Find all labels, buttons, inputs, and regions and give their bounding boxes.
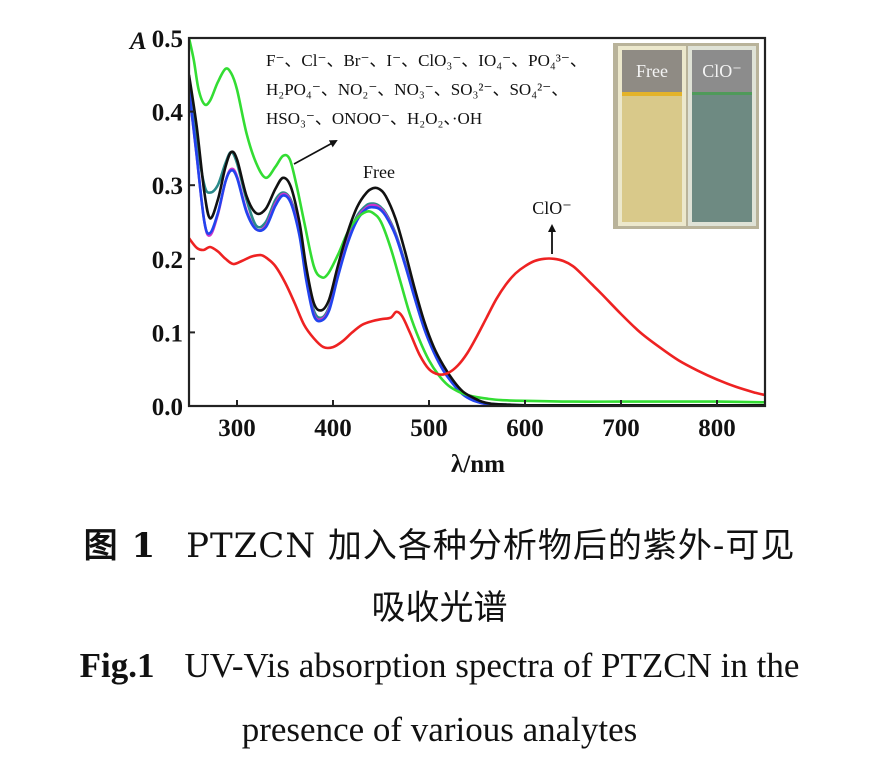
vial-clo-liquid [692, 92, 752, 222]
x-tick-label: 300 [218, 415, 256, 442]
analyte-list-line-2: H₂PO₄⁻、NO₂⁻、NO₃⁻、SO₃²⁻、SO₄²⁻、 [266, 80, 568, 99]
x-tick-label: 600 [506, 415, 544, 442]
free-label: Free [363, 162, 395, 182]
series-line-free [189, 74, 765, 406]
vial-clo-meniscus [692, 92, 752, 95]
series-group [189, 38, 765, 406]
caption-cn-fig-label: 图 1 [83, 526, 157, 566]
y-tick-label: 0.2 [152, 247, 183, 274]
y-axis-title: A [128, 28, 147, 55]
analyte-list-line-3: HSO₃⁻、ONOO⁻、H₂O₂、·OH [266, 109, 482, 128]
series-line-clo [189, 237, 765, 397]
vial-free-meniscus [622, 92, 682, 96]
vial-free-liquid [622, 92, 682, 222]
x-axis-title: λ/nm [451, 451, 505, 478]
y-tick-label: 0.3 [152, 173, 183, 200]
caption-cn-line-1: 图 1 PTZCN 加入各种分析物后的紫外-可见 [0, 518, 879, 567]
analyte-arrow [293, 140, 338, 165]
analyte-list-line-1: F⁻、Cl⁻、Br⁻、I⁻、ClO₃⁻、IO₄⁻、PO₄³⁻、 [266, 51, 587, 70]
x-tick-label: 500 [410, 415, 448, 442]
series-line-green-analyte [189, 38, 765, 404]
x-tick-label: 800 [698, 415, 736, 442]
y-tick-label: 0.5 [152, 26, 183, 53]
inset-label-free: Free [636, 61, 668, 81]
caption-en-fig-label: Fig.1 [79, 646, 155, 685]
x-tick-label: 700 [602, 415, 640, 442]
y-tick-label: 0.0 [152, 394, 183, 421]
caption-cn-text-1: PTZCN 加入各种分析物后的紫外-可见 [186, 526, 796, 566]
caption-en-text-1: UV-Vis absorption spectra of PTZCN in th… [184, 646, 800, 685]
caption-cn-line-2: 吸收光谱 [371, 588, 508, 628]
x-tick-label: 400 [314, 415, 352, 442]
plot-frame [187, 36, 767, 408]
inset-label-clo: ClO⁻ [702, 61, 742, 81]
inset-photo: Free ClO⁻ [613, 43, 759, 229]
y-tick-label: 0.4 [152, 100, 184, 127]
caption-en-line-2: presence of various analytes [241, 710, 638, 749]
uv-vis-chart: 300 400 500 600 700 800 0.00.10.20.30.40.5 A … [128, 26, 767, 478]
clo-label: ClO⁻ [532, 198, 572, 218]
caption-en-line-1: Fig.1 UV-Vis absorption spectra of PTZCN … [0, 646, 879, 686]
x-axis: 300 400 500 600 700 800 [218, 400, 736, 442]
vial-free-cap [622, 50, 682, 92]
vial-clo-cap [692, 50, 752, 92]
y-tick-label: 0.1 [152, 320, 183, 347]
y-axis: 0.0 0.1 0.2 0.3 0.4 0.5 [152, 26, 195, 421]
